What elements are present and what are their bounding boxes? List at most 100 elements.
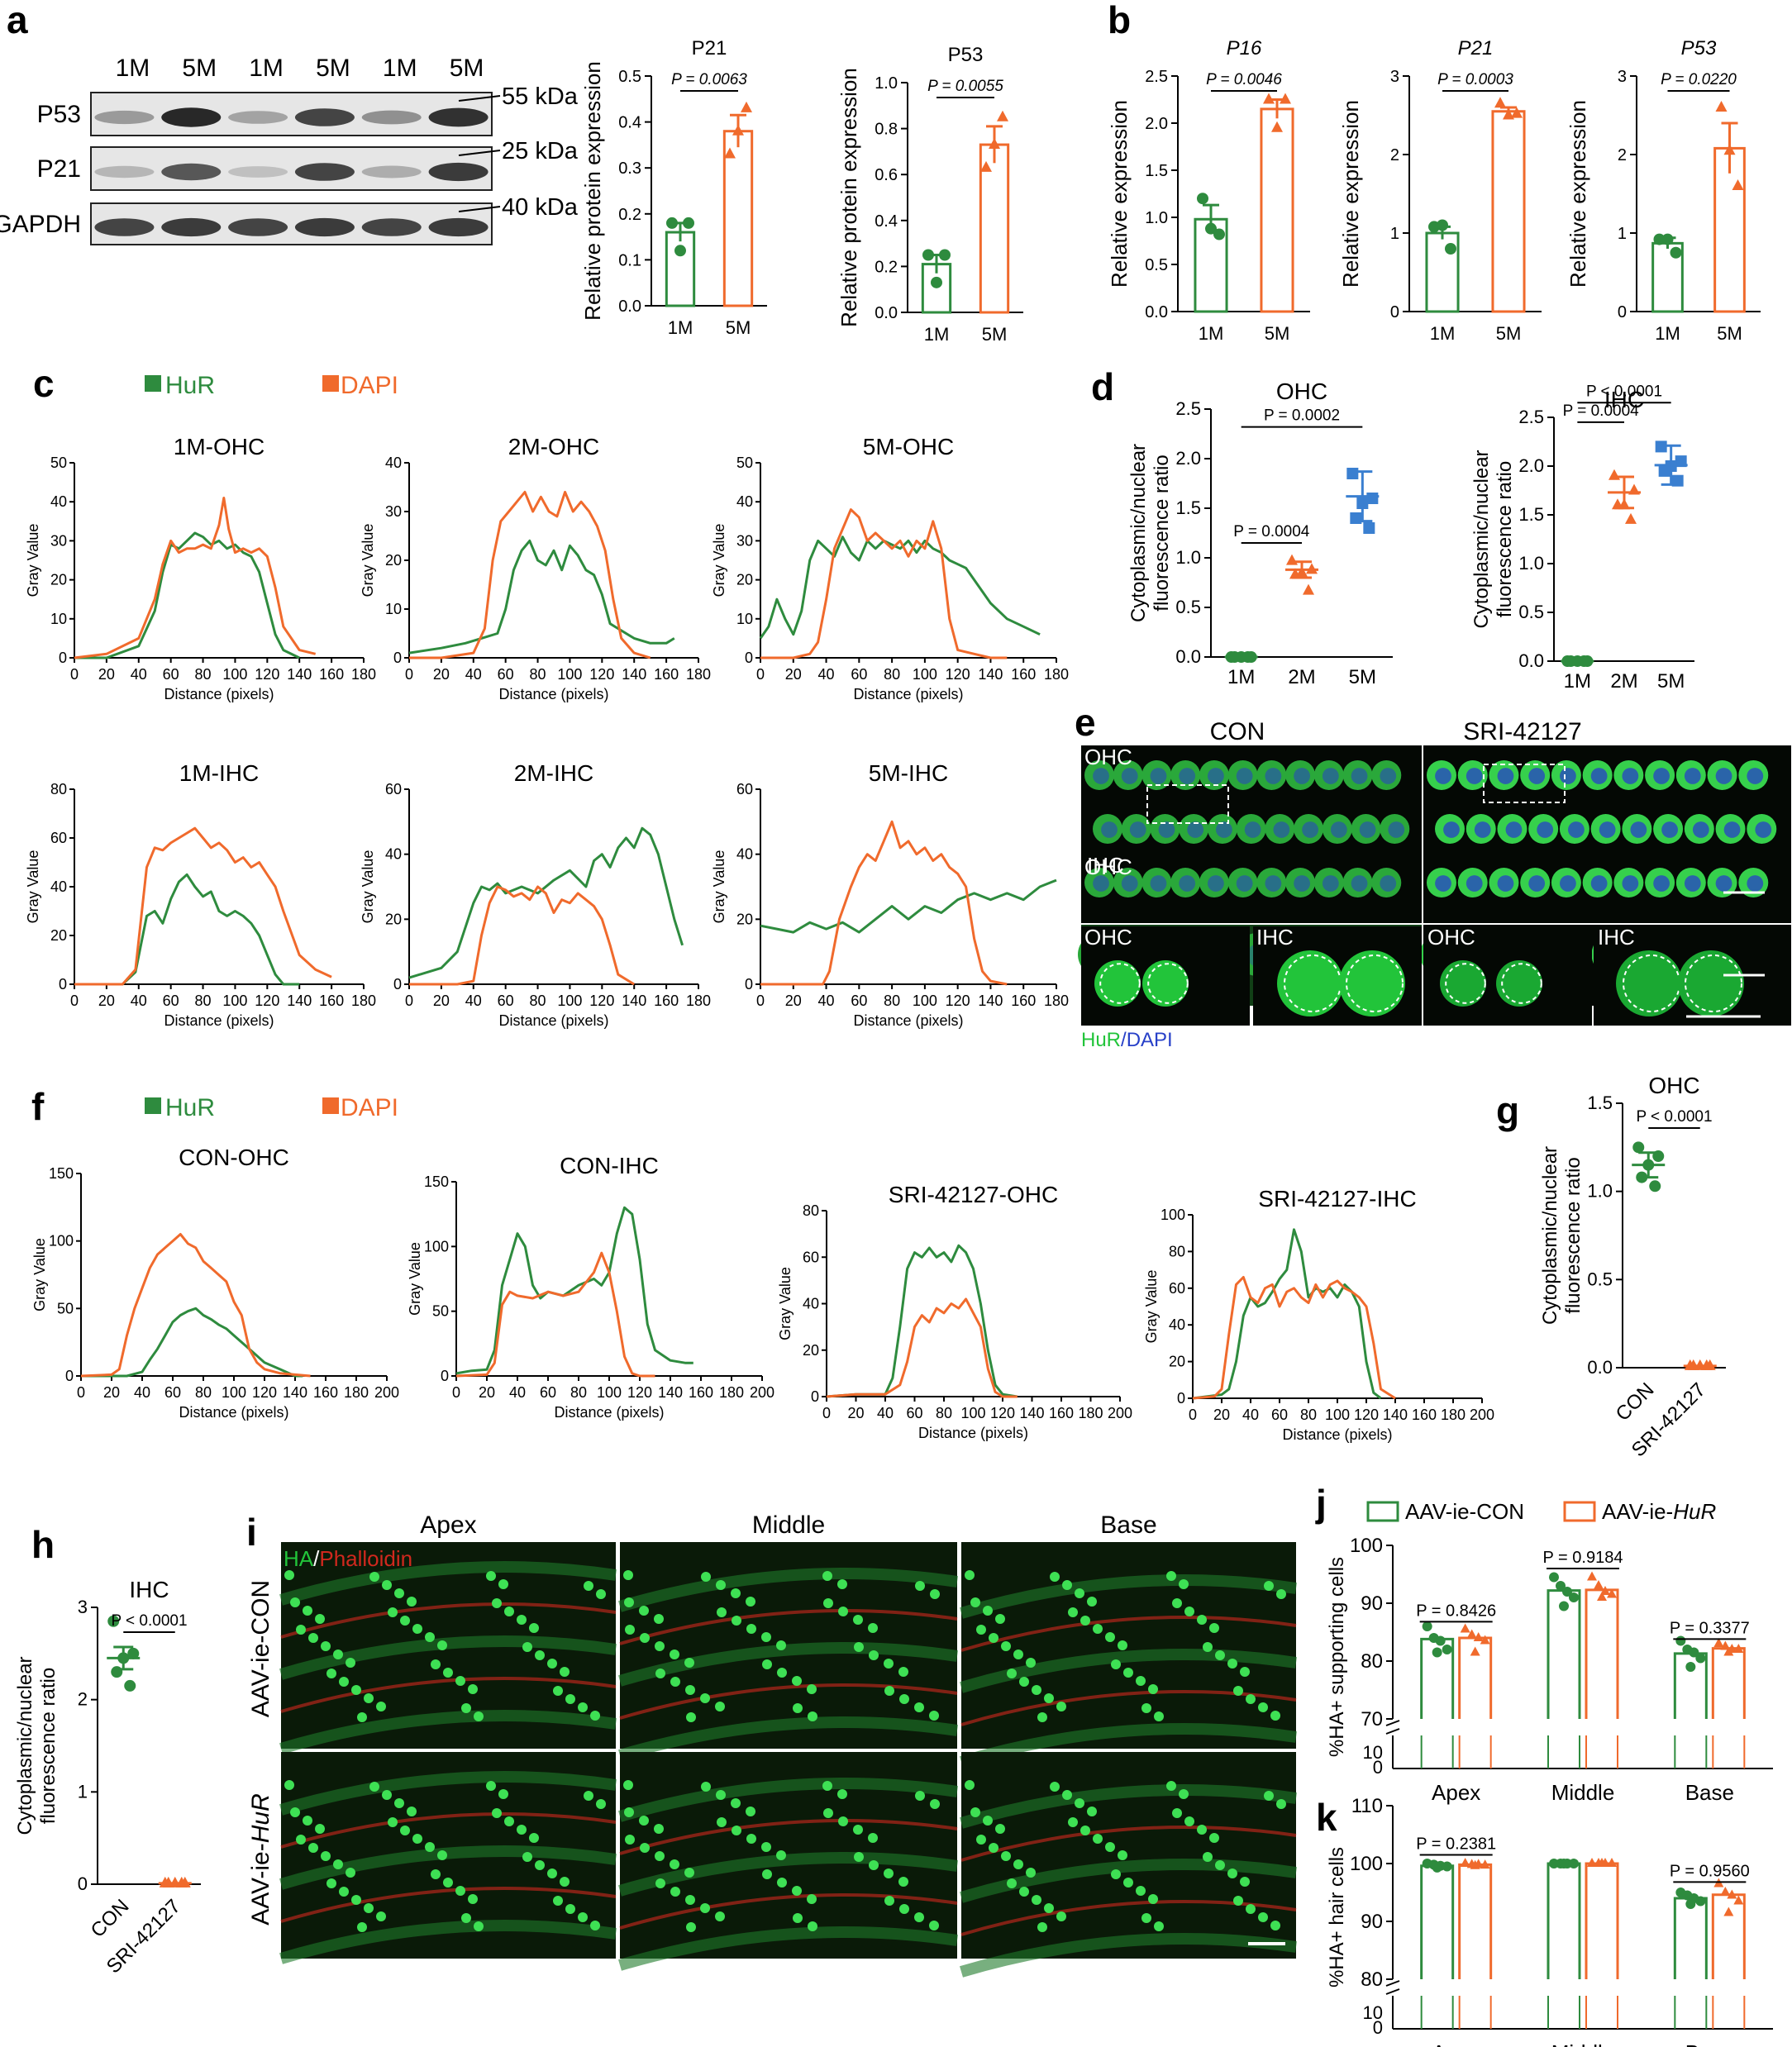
y-tick-label: 0 (745, 650, 753, 666)
y-axis-label: Cytoplasmic/nuclear (1470, 450, 1493, 628)
column-label: Apex (420, 1511, 476, 1539)
chart-a-P21: 0.0 0.1 0.2 0.3 0.4 0.5 1M 5M P = 0.0063 P21 Relat… (580, 37, 767, 338)
y-tick-label: 20 (385, 911, 402, 927)
ha-cell (1154, 1921, 1164, 1931)
y-tick-label: 50 (432, 1303, 449, 1320)
data-point (107, 1615, 120, 1627)
y-tick-label: 20 (803, 1342, 819, 1359)
x-tick-label: 120 (946, 666, 970, 683)
x-tick-label: 1M (1655, 323, 1680, 344)
ha-cell (284, 1570, 294, 1580)
nucleus (1236, 875, 1253, 892)
ha-cell (315, 1824, 325, 1834)
ha-cell (437, 1850, 447, 1860)
x-tick-label: Base (1685, 1780, 1734, 1805)
data-point (1597, 1858, 1607, 1867)
data-point (1607, 1858, 1617, 1867)
data-point (1720, 1887, 1731, 1896)
ha-cell (625, 1835, 635, 1845)
band (161, 217, 222, 237)
p-value: P = 0.2381 (1416, 1835, 1496, 1854)
nucleus (1684, 768, 1701, 784)
data-point (1732, 179, 1744, 190)
ha-cell (1197, 1825, 1207, 1835)
ha-cell (715, 1702, 725, 1711)
ha-cell (639, 1816, 649, 1826)
ha-cell (1056, 1911, 1066, 1921)
p-value: P = 0.0004 (1233, 523, 1310, 540)
tissue-band (279, 1845, 617, 1890)
ha-cell (1270, 1921, 1280, 1930)
panel-letter-e: e (1075, 701, 1096, 744)
nucleus (1537, 821, 1554, 838)
nucleus (1622, 768, 1639, 784)
ha-cell (1093, 1624, 1103, 1634)
ha-cell (1136, 1676, 1146, 1686)
data-point (1366, 493, 1379, 504)
panel-letter-c: c (33, 362, 55, 405)
x-tick-label: 180 (351, 666, 376, 683)
ha-cell (382, 1580, 392, 1590)
ha-cell (1209, 1833, 1219, 1843)
data-point (1470, 1646, 1480, 1656)
ha-cell (461, 1703, 471, 1713)
nucleus (1179, 768, 1196, 784)
microscopy-i: Apex Middle Base AAV-ie-CON AAV-ie-HuR HA/Pha… (247, 1511, 1298, 1978)
x-tick-label: 60 (163, 993, 179, 1009)
ha-cell (970, 1807, 980, 1817)
micro-frame (961, 1752, 1296, 1959)
x-tick-label: 0 (70, 666, 79, 683)
ha-cell (701, 1782, 711, 1792)
ha-cell (914, 1702, 924, 1712)
y-tick-label: 100 (1350, 1535, 1383, 1557)
x-tick-label: 20 (433, 666, 450, 683)
ha-cell (376, 1702, 386, 1711)
ha-cell (670, 1677, 680, 1687)
ha-cell (915, 1791, 925, 1801)
ha-cell (884, 1686, 894, 1696)
ha-cell (1141, 1913, 1151, 1923)
bar (1260, 107, 1294, 313)
x-tick-label: 1M (1199, 323, 1224, 344)
y-tick-label: 0.4 (875, 212, 898, 231)
y-tick-label: 10 (736, 611, 753, 627)
series-line-DAPI (760, 508, 1008, 659)
y-tick-label: 100 (49, 1233, 74, 1250)
ha-cell (425, 1842, 435, 1852)
y-tick-label: 1.0 (1587, 1181, 1613, 1202)
ha-cell (565, 1694, 575, 1704)
y-tick-label: 1.5 (1175, 497, 1201, 518)
chart-b-P53: 0 1 2 3 1M 5M P = 0.0220 P53 Relative expression (1566, 37, 1761, 344)
chart-title: P16 (1227, 37, 1262, 60)
ha-cell (1105, 1842, 1115, 1852)
nucleus-outline (1346, 954, 1404, 1012)
data-point (1286, 554, 1298, 565)
ha-cell (492, 1808, 502, 1818)
ha-cell (1080, 1616, 1090, 1626)
ha-cell (1056, 1702, 1066, 1711)
band (94, 218, 155, 236)
y-tick-label: 80 (1169, 1243, 1185, 1259)
x-tick-label: 80 (195, 666, 212, 683)
ha-cell (1001, 1851, 1011, 1861)
ha-cell (732, 1616, 741, 1626)
ha-cell (929, 1921, 939, 1930)
band (228, 111, 288, 124)
x-tick-label: 140 (978, 993, 1003, 1009)
data-point (124, 1679, 136, 1692)
x-tick-label: 180 (1044, 666, 1069, 683)
ha-cell (1087, 1807, 1097, 1816)
ha-cell (1141, 1703, 1151, 1713)
ha-cell (1184, 1607, 1194, 1616)
ha-cell (1233, 1896, 1243, 1906)
x-tick-label: 0 (70, 993, 79, 1009)
ha-cell (1179, 1579, 1189, 1589)
ha-cell (746, 1597, 755, 1607)
ha-cell (777, 1668, 787, 1678)
ha-cell (1179, 1789, 1189, 1799)
data-point (1658, 464, 1670, 477)
ha-cell (455, 1886, 465, 1896)
chart-c-5M-OHC: 0 20 40 60 80 100 120 140 160 180 0 10 20 30 40 50 Dista… (711, 434, 1069, 702)
legend-swatch-hur (145, 375, 161, 392)
ha-cell (1184, 1816, 1194, 1826)
